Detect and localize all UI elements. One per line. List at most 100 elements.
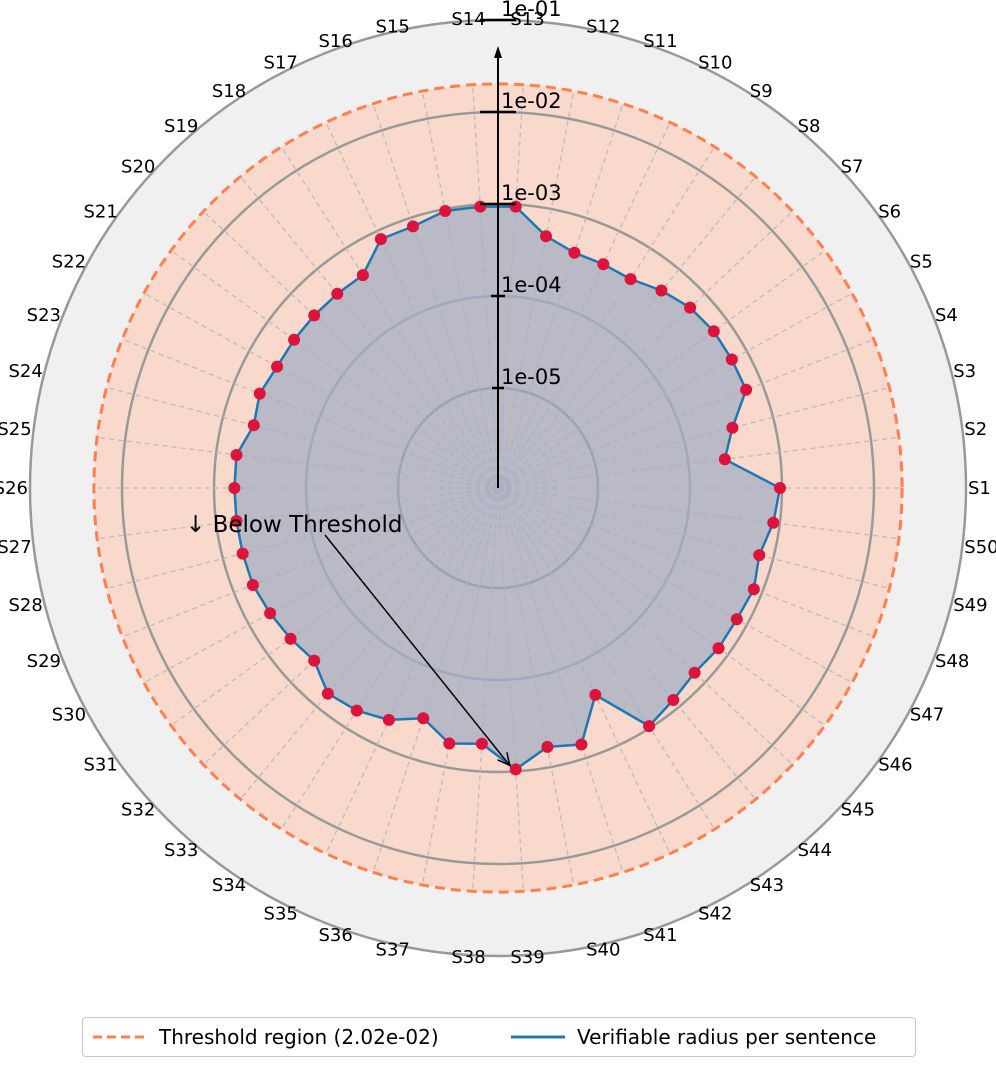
category-label-S38: S38 bbox=[451, 947, 485, 968]
marker-S10 bbox=[597, 258, 610, 271]
marker-S20 bbox=[308, 309, 321, 322]
marker-S11 bbox=[568, 246, 581, 259]
category-label-S3: S3 bbox=[953, 361, 976, 382]
category-label-S41: S41 bbox=[643, 925, 677, 946]
category-label-S46: S46 bbox=[878, 754, 912, 775]
marker-S44 bbox=[667, 694, 680, 706]
category-label-S5: S5 bbox=[910, 252, 933, 273]
category-label-S15: S15 bbox=[376, 16, 410, 37]
category-label-S11: S11 bbox=[643, 31, 677, 52]
category-label-S20: S20 bbox=[121, 156, 155, 177]
marker-S16 bbox=[407, 220, 419, 233]
marker-S40 bbox=[541, 740, 554, 753]
category-label-S34: S34 bbox=[212, 875, 246, 896]
marker-S29 bbox=[246, 579, 259, 591]
marker-S15 bbox=[439, 205, 452, 217]
series-line-swatch bbox=[511, 1035, 565, 1039]
category-label-S18: S18 bbox=[212, 81, 246, 102]
marker-S1 bbox=[774, 482, 786, 494]
annotation-arrow-line bbox=[324, 534, 511, 766]
radar-chart: 1e-05 1e-04 1e-03 1e-02 1e-01 S1 S2 S3 S4 S5 S6 S7… bbox=[0, 0, 996, 968]
category-label-S8: S8 bbox=[798, 116, 821, 137]
legend-item-series: Verifiable radius per sentence bbox=[511, 1018, 876, 1056]
marker-S4 bbox=[740, 383, 753, 396]
legend-series-label: Verifiable radius per sentence bbox=[577, 1025, 877, 1049]
marker-S45 bbox=[688, 666, 701, 679]
marker-S46 bbox=[712, 642, 725, 655]
category-label-S29: S29 bbox=[27, 651, 61, 672]
marker-S23 bbox=[253, 387, 266, 400]
category-label-S27: S27 bbox=[0, 537, 32, 558]
ring-label-1e-02: 1e-02 bbox=[501, 89, 562, 113]
marker-S32 bbox=[308, 654, 321, 667]
category-label-S33: S33 bbox=[164, 840, 198, 861]
marker-S22 bbox=[271, 360, 284, 373]
marker-S50 bbox=[767, 516, 780, 529]
category-label-S28: S28 bbox=[8, 595, 42, 616]
category-label-S9: S9 bbox=[750, 81, 773, 102]
marker-S19 bbox=[331, 287, 344, 300]
legend-threshold-label: Threshold region (2.02e-02) bbox=[159, 1025, 439, 1049]
marker-S17 bbox=[374, 233, 387, 246]
radial-axis-arrowhead bbox=[494, 46, 502, 58]
annotation-arrowhead bbox=[497, 752, 511, 767]
category-label-S16: S16 bbox=[318, 31, 352, 52]
marker-S3 bbox=[726, 421, 739, 434]
below-threshold-annotation: ↓ Below Threshold bbox=[186, 512, 402, 538]
category-label-S45: S45 bbox=[841, 800, 875, 821]
marker-S42 bbox=[589, 688, 602, 701]
category-label-S36: S36 bbox=[318, 925, 352, 946]
marker-S34 bbox=[350, 704, 363, 717]
category-label-S7: S7 bbox=[841, 156, 864, 177]
marker-S9 bbox=[624, 273, 637, 286]
marker-S12 bbox=[540, 230, 552, 243]
category-label-S30: S30 bbox=[52, 704, 86, 725]
marker-S31 bbox=[284, 632, 297, 645]
category-label-S24: S24 bbox=[8, 361, 42, 382]
marker-S6 bbox=[707, 325, 720, 338]
category-label-S19: S19 bbox=[164, 116, 198, 137]
marker-S8 bbox=[655, 284, 668, 297]
category-label-S40: S40 bbox=[586, 940, 620, 961]
category-label-S47: S47 bbox=[910, 704, 944, 725]
ring-label-1e-05: 1e-05 bbox=[501, 365, 562, 389]
category-label-S23: S23 bbox=[27, 305, 61, 326]
marker-S47 bbox=[730, 613, 743, 626]
ring-label-1e-03: 1e-03 bbox=[501, 181, 562, 205]
category-label-S13: S13 bbox=[510, 9, 544, 30]
category-label-S6: S6 bbox=[878, 202, 901, 223]
category-label-S10: S10 bbox=[698, 53, 732, 74]
marker-S21 bbox=[288, 333, 301, 346]
marker-S36 bbox=[417, 712, 430, 725]
category-label-S1: S1 bbox=[968, 478, 991, 499]
category-label-S39: S39 bbox=[510, 947, 544, 968]
category-label-S2: S2 bbox=[964, 419, 987, 440]
category-label-S49: S49 bbox=[953, 595, 987, 616]
marker-S5 bbox=[725, 353, 738, 366]
category-label-S17: S17 bbox=[264, 53, 298, 74]
category-label-S22: S22 bbox=[52, 252, 86, 273]
marker-S14 bbox=[474, 200, 487, 213]
marker-S39 bbox=[509, 763, 522, 776]
category-label-S43: S43 bbox=[750, 875, 784, 896]
category-label-S26: S26 bbox=[0, 478, 28, 499]
category-label-S21: S21 bbox=[83, 202, 117, 223]
marker-S24 bbox=[247, 419, 260, 432]
category-label-S14: S14 bbox=[451, 9, 485, 30]
category-label-S32: S32 bbox=[121, 800, 155, 821]
marker-S41 bbox=[575, 738, 588, 751]
marker-S35 bbox=[382, 713, 395, 726]
marker-S37 bbox=[443, 737, 456, 750]
ring-label-1e-01: 1e-01 bbox=[501, 0, 562, 21]
category-label-S35: S35 bbox=[264, 903, 298, 924]
marker-S48 bbox=[747, 583, 760, 596]
legend: Threshold region (2.02e-02) Verifiable r… bbox=[82, 1017, 916, 1057]
category-label-S31: S31 bbox=[83, 754, 117, 775]
marker-S18 bbox=[356, 269, 369, 282]
legend-item-threshold: Threshold region (2.02e-02) bbox=[93, 1018, 439, 1056]
category-label-S48: S48 bbox=[935, 651, 969, 672]
marker-S7 bbox=[684, 301, 697, 314]
marker-S2 bbox=[718, 453, 731, 466]
marker-S25 bbox=[230, 449, 243, 461]
marker-S38 bbox=[475, 737, 488, 750]
